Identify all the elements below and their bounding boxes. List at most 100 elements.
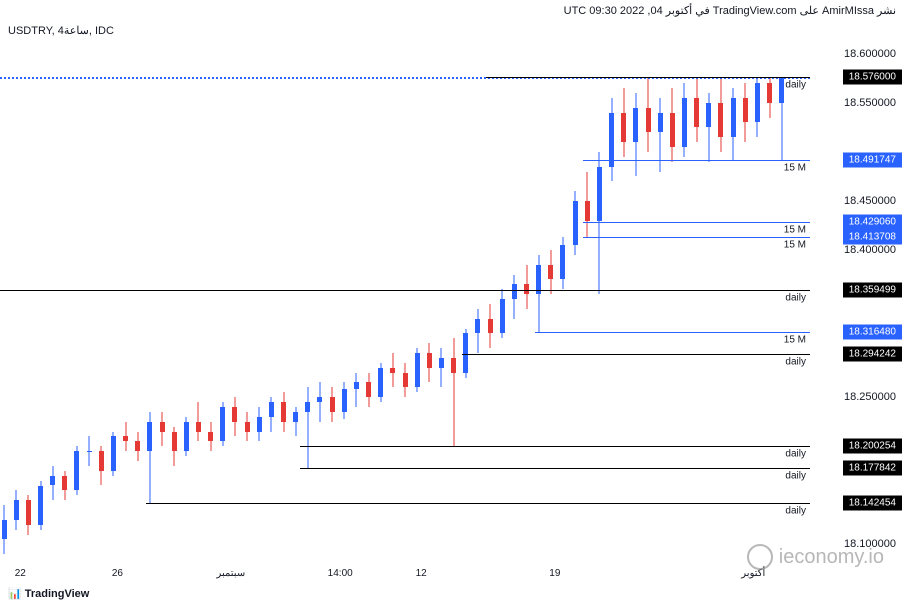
candle [463, 44, 468, 564]
candle [196, 44, 201, 564]
candle [232, 44, 237, 564]
watermark-text: ieconomy.io [779, 546, 884, 569]
candle [427, 44, 432, 564]
candle [123, 44, 128, 564]
candle [597, 44, 602, 564]
candle [609, 44, 614, 564]
candle [317, 44, 322, 564]
candle [293, 44, 298, 564]
price-tick: 18.600000 [844, 48, 896, 60]
price-axis: 18.10000018.25000018.40000018.45000018.5… [810, 44, 904, 564]
candle [172, 44, 177, 564]
candle [269, 44, 274, 564]
header-text: نشر AmirMIssa على TradingView.com في أكت… [564, 4, 896, 17]
price-label: 18.429060 [843, 214, 902, 229]
price-label: 18.200254 [843, 439, 902, 454]
candle [731, 44, 736, 564]
candle [694, 44, 699, 564]
level-line [583, 237, 810, 238]
candle [670, 44, 675, 564]
candle [2, 44, 7, 564]
tv-icon: 📊 [8, 588, 22, 600]
candle [147, 44, 152, 564]
candle [281, 44, 286, 564]
candle [621, 44, 626, 564]
symbol-info: USDTRY, ساعة4, IDC [8, 24, 114, 37]
time-tick: 14:00 [328, 568, 353, 579]
candle [403, 44, 408, 564]
level-line [583, 160, 810, 161]
time-tick: سبتمبر [216, 568, 245, 579]
level-tag: 15 M [784, 163, 806, 174]
candle [658, 44, 663, 564]
price-label: 18.491747 [843, 153, 902, 168]
level-tag: daily [785, 505, 806, 516]
candle [633, 44, 638, 564]
candle [536, 44, 541, 564]
candle [160, 44, 165, 564]
candle [74, 44, 79, 564]
level-tag: daily [785, 292, 806, 303]
price-label: 18.576000 [843, 70, 902, 85]
candle [706, 44, 711, 564]
footer-text: TradingView [25, 588, 90, 600]
level-tag: daily [785, 471, 806, 482]
price-tick: 18.400000 [844, 244, 896, 256]
candle [451, 44, 456, 564]
level-line [300, 468, 810, 469]
candle [779, 44, 784, 564]
candle [755, 44, 760, 564]
candle [26, 44, 31, 564]
price-label: 18.413708 [843, 229, 902, 244]
time-tick: 26 [112, 568, 123, 579]
level-tag: 15 M [784, 239, 806, 250]
level-tag: daily [785, 356, 806, 367]
candle [87, 44, 92, 564]
candle [585, 44, 590, 564]
candle [184, 44, 189, 564]
candle [99, 44, 104, 564]
time-tick: 19 [549, 568, 560, 579]
candle [488, 44, 493, 564]
candle [573, 44, 578, 564]
price-tick: 18.450000 [844, 195, 896, 207]
level-tag: daily [785, 449, 806, 460]
candle [14, 44, 19, 564]
candle [646, 44, 651, 564]
candle [342, 44, 347, 564]
price-label: 18.359499 [843, 282, 902, 297]
candle [682, 44, 687, 564]
candle [560, 44, 565, 564]
candle [220, 44, 225, 564]
candle [500, 44, 505, 564]
candle [111, 44, 116, 564]
level-line [146, 503, 810, 504]
level-line [462, 354, 810, 355]
candle [208, 44, 213, 564]
watermark: ieconomy.io [747, 544, 884, 570]
time-axis: 2226سبتمبر14:001219أكتوبر [0, 568, 810, 586]
candle [439, 44, 444, 564]
price-tick: 18.250000 [844, 391, 896, 403]
candle [512, 44, 517, 564]
globe-icon [747, 544, 773, 570]
price-label: 18.142454 [843, 495, 902, 510]
time-tick: 12 [416, 568, 427, 579]
candle [475, 44, 480, 564]
candle [378, 44, 383, 564]
candle [50, 44, 55, 564]
level-line [0, 290, 810, 291]
candle [524, 44, 529, 564]
candle [245, 44, 250, 564]
price-label: 18.177842 [843, 461, 902, 476]
price-tick: 18.550000 [844, 97, 896, 109]
level-tag: 15 M [784, 334, 806, 345]
level-tag: 15 M [784, 224, 806, 235]
level-line [486, 77, 810, 78]
chart-area[interactable]: daily 15 M 15 M 15 M daily 15 M daily daily dail… [0, 44, 810, 564]
candle [38, 44, 43, 564]
price-label: 18.316480 [843, 324, 902, 339]
candle [767, 44, 772, 564]
time-tick: 22 [15, 568, 26, 579]
candle [354, 44, 359, 564]
